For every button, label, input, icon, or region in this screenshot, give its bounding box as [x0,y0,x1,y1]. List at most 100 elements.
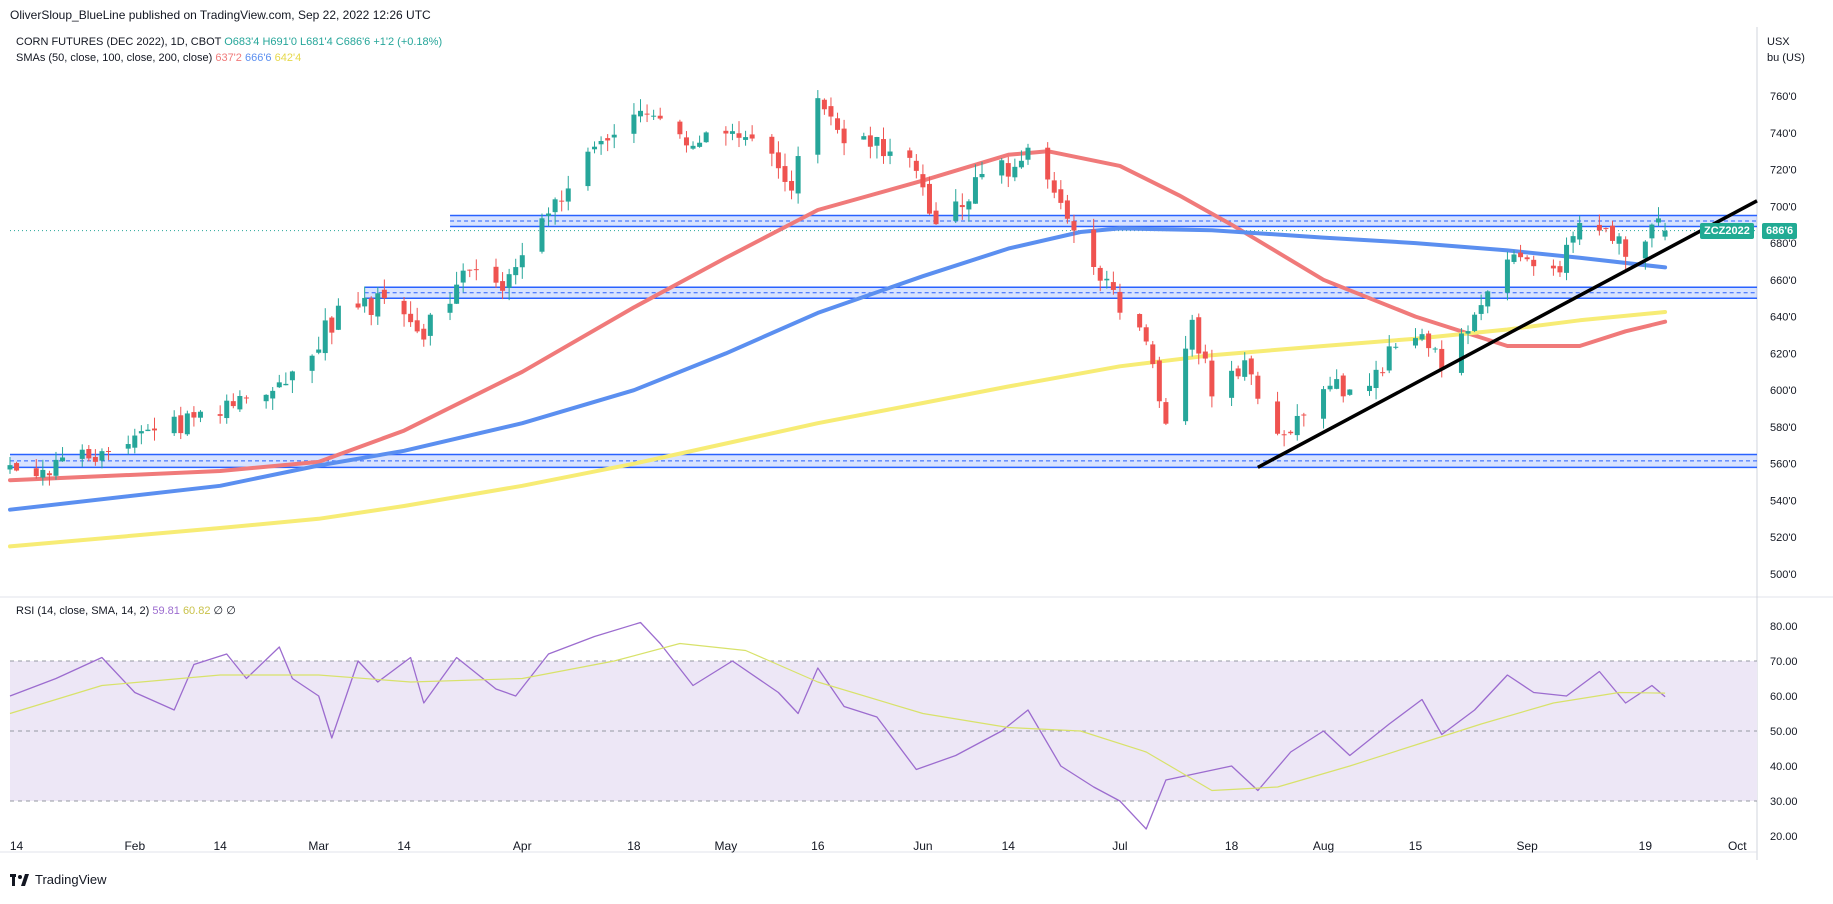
candle[interactable] [283,372,289,386]
candle[interactable] [592,141,598,154]
candle[interactable] [316,336,322,355]
candle[interactable] [230,393,236,409]
candle[interactable] [381,279,387,304]
candle[interactable] [769,134,775,167]
candle[interactable] [999,158,1005,184]
candle[interactable] [1143,324,1149,346]
candle[interactable] [1504,251,1510,301]
candle[interactable] [237,390,243,412]
rsi-legend-label[interactable]: RSI (14, close, SMA, 14, 2) [16,605,150,617]
candle[interactable] [217,405,223,424]
candle[interactable] [920,164,926,196]
candle[interactable] [821,98,827,115]
symbol-tag[interactable]: ZCZ2022 [1700,223,1754,239]
candle[interactable] [966,199,972,222]
candle[interactable] [92,449,98,466]
candle[interactable] [651,109,657,121]
candle[interactable] [1104,270,1110,289]
candle[interactable] [1012,158,1018,182]
candle[interactable] [1229,360,1235,406]
candle[interactable] [1097,265,1103,292]
candle[interactable] [1564,237,1570,281]
candle[interactable] [1485,290,1491,314]
candle[interactable] [1472,312,1478,333]
candle[interactable] [1235,365,1241,380]
candle[interactable] [690,141,696,150]
sma-legend-label[interactable]: SMAs (50, close, 100, close, 200, close) [16,52,213,64]
candle[interactable] [605,134,611,152]
candle[interactable] [546,207,552,227]
candle[interactable] [1275,391,1281,436]
candle[interactable] [736,121,742,148]
candle[interactable] [1616,233,1622,255]
candle[interactable] [1209,349,1215,408]
candle[interactable] [644,104,650,123]
candle[interactable] [782,153,788,192]
candle[interactable] [1419,328,1425,342]
candle[interactable] [454,271,460,304]
candle[interactable] [1058,180,1064,210]
candle[interactable] [789,170,795,200]
candle[interactable] [1202,344,1208,364]
candle[interactable] [99,448,105,469]
candle[interactable] [289,370,295,394]
candle[interactable] [86,445,92,462]
candle[interactable] [1288,430,1294,435]
candle[interactable] [1412,328,1418,349]
candle[interactable] [368,296,374,326]
candle[interactable] [329,316,335,345]
candle[interactable] [1294,404,1300,441]
candle[interactable] [552,197,558,225]
candle[interactable] [1380,367,1386,377]
candle[interactable] [631,103,637,144]
candle[interactable] [1248,355,1254,385]
candle[interactable] [60,447,66,462]
candle[interactable] [243,395,249,404]
candle[interactable] [467,269,473,278]
candle[interactable] [447,292,453,321]
candle[interactable] [178,406,184,440]
candle[interactable] [1458,328,1464,376]
candle[interactable] [125,435,131,455]
candle[interactable] [1321,386,1327,429]
candle[interactable] [1386,335,1392,374]
candle[interactable] [1183,335,1189,425]
candle[interactable] [335,298,341,331]
candle[interactable] [677,119,683,139]
candle[interactable] [835,112,841,134]
candle[interactable] [926,176,932,215]
candle[interactable] [1655,207,1661,227]
candle[interactable] [697,135,703,148]
candle[interactable] [874,136,880,159]
candle[interactable] [775,141,781,179]
candle[interactable] [460,263,466,293]
candle[interactable] [815,90,821,164]
candle[interactable] [263,394,269,409]
candle[interactable] [151,417,157,441]
candle[interactable] [657,107,663,121]
candle[interactable] [500,272,506,300]
candle[interactable] [513,258,519,285]
candle[interactable] [1150,340,1156,369]
candle[interactable] [270,387,276,410]
candle[interactable] [1603,227,1609,233]
candle[interactable] [749,125,755,142]
candle[interactable] [1518,244,1524,262]
candle[interactable] [972,164,978,204]
candle[interactable] [1025,143,1031,165]
candle[interactable] [1550,259,1556,276]
candle[interactable] [907,147,913,168]
candle[interactable] [1163,397,1169,426]
candle[interactable] [375,286,381,325]
candle[interactable] [565,175,571,211]
candle[interactable] [1137,313,1143,331]
candle[interactable] [1196,313,1202,365]
candle[interactable] [1347,389,1353,396]
candle[interactable] [1018,150,1024,169]
candle[interactable] [1465,325,1471,345]
candle[interactable] [867,126,873,159]
candle[interactable] [1064,194,1070,224]
candle[interactable] [276,374,282,389]
candle[interactable] [138,425,144,445]
